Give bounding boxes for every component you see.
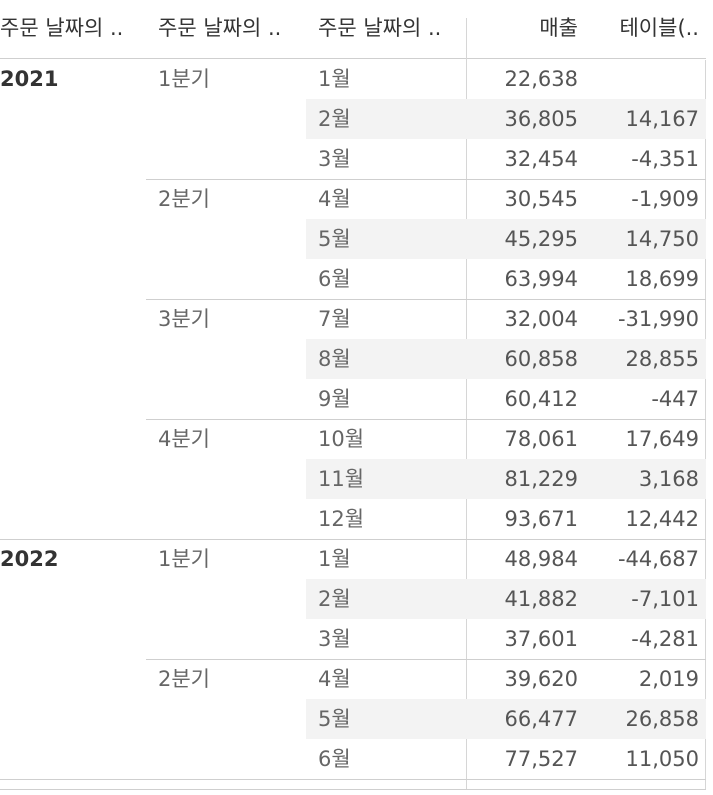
right-border: [705, 60, 706, 790]
table-calc-cell[interactable]: 28,855: [625, 347, 699, 371]
sales-cell[interactable]: 32,004: [504, 307, 578, 331]
sales-cell[interactable]: 60,412: [504, 387, 578, 411]
month-cell[interactable]: 5월: [318, 707, 351, 731]
table-calc-cell[interactable]: 14,750: [625, 227, 699, 251]
month-cell[interactable]: 6월: [318, 267, 351, 291]
row-stripe: [306, 219, 706, 259]
month-cell[interactable]: 2월: [318, 107, 351, 131]
quarter-cell[interactable]: 1분기: [158, 67, 211, 91]
quarter-cell[interactable]: 2분기: [158, 667, 211, 691]
sales-cell[interactable]: 63,994: [504, 267, 578, 291]
month-cell[interactable]: 12월: [318, 507, 365, 531]
table-calc-cell[interactable]: 12,442: [625, 507, 699, 531]
sales-cell[interactable]: 45,295: [504, 227, 578, 251]
year-divider: [0, 779, 706, 780]
month-cell[interactable]: 1월: [318, 547, 351, 571]
sales-cell[interactable]: 60,858: [504, 347, 578, 371]
sales-cell[interactable]: 78,061: [504, 427, 578, 451]
month-cell[interactable]: 2월: [318, 587, 351, 611]
table-calc-cell[interactable]: -447: [651, 387, 699, 411]
row-stripe: [306, 699, 706, 739]
month-cell[interactable]: 4월: [318, 667, 351, 691]
month-cell[interactable]: 5월: [318, 227, 351, 251]
table-calc-cell[interactable]: -7,101: [631, 587, 699, 611]
sales-cell[interactable]: 66,477: [504, 707, 578, 731]
quarter-divider: [146, 299, 706, 300]
row-stripe: [306, 99, 706, 139]
table-calc-cell[interactable]: 17,649: [625, 427, 699, 451]
year-cell[interactable]: 2022: [0, 547, 59, 571]
table-calc-cell[interactable]: [590, 59, 699, 99]
table-calc-cell[interactable]: 2,019: [638, 667, 699, 691]
year-cell[interactable]: 2021: [0, 67, 59, 91]
month-cell[interactable]: 6월: [318, 747, 351, 771]
month-cell[interactable]: 3월: [318, 627, 351, 651]
table-calc-cell[interactable]: -44,687: [617, 547, 699, 571]
table-calc-cell[interactable]: 18,699: [625, 267, 699, 291]
sales-cell[interactable]: 30,545: [504, 187, 578, 211]
quarter-divider: [146, 659, 706, 660]
header-year[interactable]: 주문 날짜의 ..: [0, 16, 124, 40]
row-stripe: [306, 579, 706, 619]
month-cell[interactable]: 10월: [318, 427, 365, 451]
header-divider: [0, 58, 706, 59]
table-calc-cell[interactable]: 11,050: [625, 747, 699, 771]
sales-cell[interactable]: 36,805: [504, 107, 578, 131]
table-calc-cell[interactable]: -1,909: [631, 187, 699, 211]
month-cell[interactable]: 11월: [318, 467, 365, 491]
quarter-cell[interactable]: 2분기: [158, 187, 211, 211]
year-divider: [0, 539, 706, 540]
bottom-border: [0, 789, 706, 790]
month-cell[interactable]: 1월: [318, 67, 351, 91]
row-stripe: [306, 459, 706, 499]
header-quarter[interactable]: 주문 날짜의 ..: [158, 16, 282, 40]
sales-cell[interactable]: 77,527: [504, 747, 578, 771]
sales-cell[interactable]: 32,454: [504, 147, 578, 171]
quarter-cell[interactable]: 1분기: [158, 547, 211, 571]
sales-cell[interactable]: 41,882: [504, 587, 578, 611]
header-column-divider: [466, 18, 467, 790]
quarter-cell[interactable]: 4분기: [158, 427, 211, 451]
quarter-divider: [146, 179, 706, 180]
sales-cell[interactable]: 37,601: [504, 627, 578, 651]
row-stripe: [306, 339, 706, 379]
table-calc-cell[interactable]: -31,990: [617, 307, 699, 331]
month-cell[interactable]: 9월: [318, 387, 351, 411]
month-cell[interactable]: 7월: [318, 307, 351, 331]
month-cell[interactable]: 8월: [318, 347, 351, 371]
sales-cell[interactable]: 81,229: [504, 467, 578, 491]
table-calc-cell[interactable]: 14,167: [625, 107, 699, 131]
sales-cell[interactable]: 39,620: [504, 667, 578, 691]
month-cell[interactable]: 3월: [318, 147, 351, 171]
quarter-divider: [146, 419, 706, 420]
table-calc-cell[interactable]: -4,351: [631, 147, 699, 171]
quarter-cell[interactable]: 3분기: [158, 307, 211, 331]
sales-cell[interactable]: 22,638: [504, 67, 578, 91]
month-cell[interactable]: 4월: [318, 187, 351, 211]
header-table-calc[interactable]: 테이블(..: [619, 16, 699, 40]
sales-cell[interactable]: 48,984: [504, 547, 578, 571]
header-month[interactable]: 주문 날짜의 ..: [318, 16, 442, 40]
header-sales[interactable]: 매출: [539, 16, 578, 40]
table-calc-cell[interactable]: -4,281: [631, 627, 699, 651]
table-calc-cell[interactable]: 3,168: [638, 467, 699, 491]
sales-cell[interactable]: 93,671: [504, 507, 578, 531]
table-calc-cell[interactable]: 26,858: [625, 707, 699, 731]
